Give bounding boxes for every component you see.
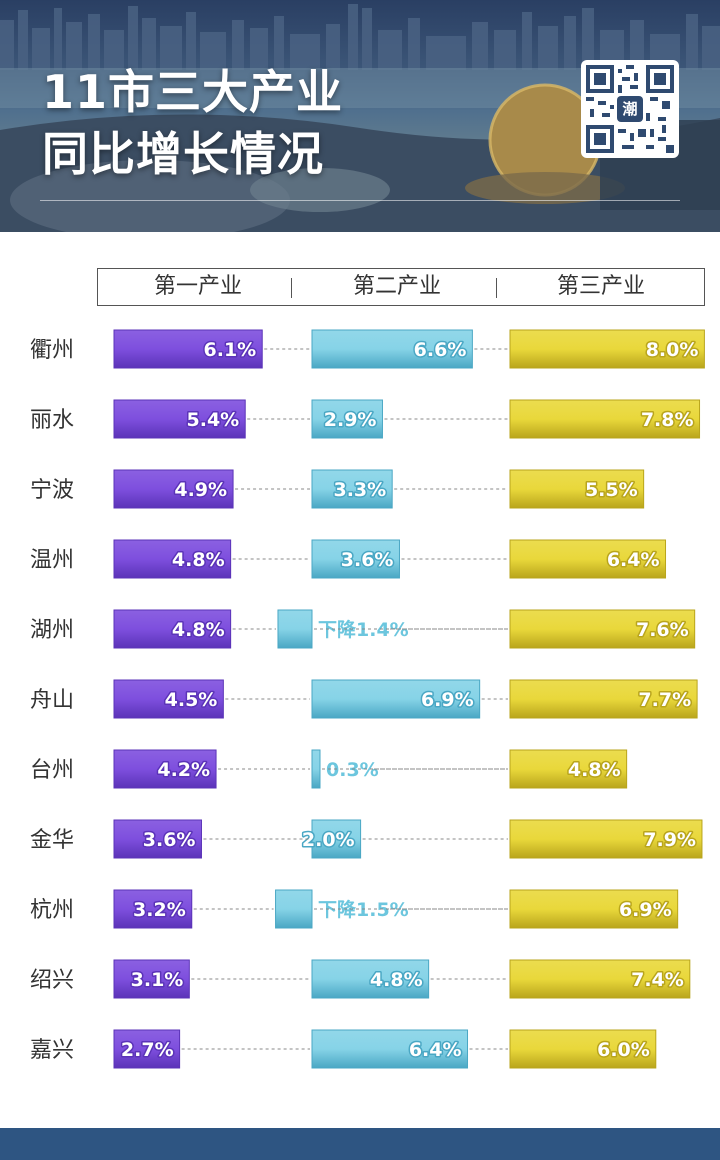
industry-legend-header: 第一产业 第二产业 第三产业: [97, 268, 705, 306]
legend-secondary-industry: 第二产业: [352, 274, 441, 299]
data-label: 6.4%: [409, 1039, 462, 1061]
city-label: 宁波: [30, 478, 74, 503]
bar-secondary-industry: [311, 959, 430, 999]
city-label: 台州: [30, 758, 74, 783]
footer-band: [0, 1128, 720, 1160]
data-label: 2.7%: [121, 1039, 174, 1061]
bar-tertiary-industry: [509, 609, 696, 649]
data-label: 4.5%: [165, 689, 218, 711]
qr-code-pattern: [586, 65, 674, 153]
data-label: 3.1%: [131, 969, 184, 991]
bar-primary-industry: [113, 679, 224, 719]
bar-primary-industry: [113, 399, 246, 439]
data-label: 2.0%: [302, 829, 355, 851]
bar-primary-industry: [113, 469, 234, 509]
data-label: 4.9%: [174, 479, 227, 501]
city-label: 舟山: [30, 688, 74, 713]
legend-tertiary-industry: 第三产业: [556, 274, 645, 299]
header-banner: 11市三大产业 同比增长情况 潮: [0, 0, 720, 232]
bar-secondary-industry: [311, 399, 383, 439]
bar-tertiary-industry: [509, 749, 628, 789]
bar-tertiary-industry: [509, 1029, 657, 1069]
bar-tertiary-industry: [509, 399, 701, 439]
bar-primary-industry: [113, 819, 202, 859]
legend-separator: [496, 278, 497, 298]
data-label: 7.9%: [643, 829, 696, 851]
data-label: 4.8%: [370, 969, 423, 991]
bar-primary-industry: [113, 889, 193, 929]
data-label: 6.1%: [204, 339, 257, 361]
city-label: 金华: [30, 828, 74, 853]
city-skyline-illustration: [0, 4, 720, 232]
bar-primary-industry: [113, 609, 232, 649]
data-label: 0.3%: [326, 759, 379, 781]
bar-primary-industry: [113, 749, 217, 789]
city-label: 丽水: [30, 408, 74, 433]
bar-tertiary-industry: [509, 959, 691, 999]
bar-secondary-industry: [311, 679, 481, 719]
bar-primary-industry: [113, 959, 190, 999]
city-label: 嘉兴: [30, 1038, 74, 1063]
city-label: 绍兴: [30, 968, 74, 993]
bar-secondary-industry: [311, 749, 321, 789]
bar-tertiary-industry: [509, 469, 645, 509]
data-label: 2.9%: [324, 409, 377, 431]
bar-tertiary-industry: [509, 679, 698, 719]
page-title-line-1: 11市三大产业: [42, 65, 344, 119]
qr-logo-badge: 潮: [617, 96, 643, 122]
data-label: 8.0%: [646, 339, 699, 361]
data-label: 6.9%: [619, 899, 672, 921]
data-label: 3.6%: [341, 549, 394, 571]
bar-secondary-industry: [277, 609, 313, 649]
city-label: 衢州: [30, 338, 74, 363]
bar-tertiary-industry: [509, 889, 679, 929]
bar-secondary-industry: [311, 1029, 469, 1069]
data-label: 3.6%: [143, 829, 196, 851]
data-label: 6.0%: [597, 1039, 650, 1061]
data-label: 6.6%: [414, 339, 467, 361]
data-label: 3.2%: [133, 899, 186, 921]
bar-tertiary-industry: [509, 329, 705, 369]
data-label: 4.2%: [157, 759, 210, 781]
bar-primary-industry: [113, 329, 263, 369]
bar-tertiary-industry: [509, 539, 667, 579]
data-label: 4.8%: [172, 619, 225, 641]
bar-primary-industry: [113, 539, 232, 579]
legend-separator: [291, 278, 292, 298]
data-label: 7.7%: [638, 689, 691, 711]
data-label: 4.8%: [172, 549, 225, 571]
bar-secondary-industry: [311, 329, 473, 369]
data-label: 7.6%: [636, 619, 689, 641]
city-label: 湖州: [30, 618, 74, 643]
legend-primary-industry: 第一产业: [153, 274, 242, 299]
bar-secondary-industry: [311, 539, 400, 579]
city-label: 杭州: [30, 898, 74, 923]
page-title-line-2: 同比增长情况: [42, 127, 324, 181]
data-label: 6.9%: [421, 689, 474, 711]
data-label: 3.3%: [333, 479, 386, 501]
header-divider: [40, 200, 680, 201]
bar-secondary-industry: [275, 889, 313, 929]
bar-primary-industry: [113, 1029, 181, 1069]
data-label: 4.8%: [568, 759, 621, 781]
bar-secondary-industry: [311, 819, 362, 859]
bar-secondary-industry: [311, 469, 393, 509]
city-label: 温州: [30, 548, 74, 573]
data-label: 5.5%: [585, 479, 638, 501]
data-label: 7.8%: [641, 409, 694, 431]
qr-code[interactable]: 潮: [581, 60, 679, 158]
bar-tertiary-industry: [509, 819, 703, 859]
data-label: 6.4%: [607, 549, 660, 571]
data-label: 5.4%: [187, 409, 240, 431]
data-label: 7.4%: [631, 969, 684, 991]
